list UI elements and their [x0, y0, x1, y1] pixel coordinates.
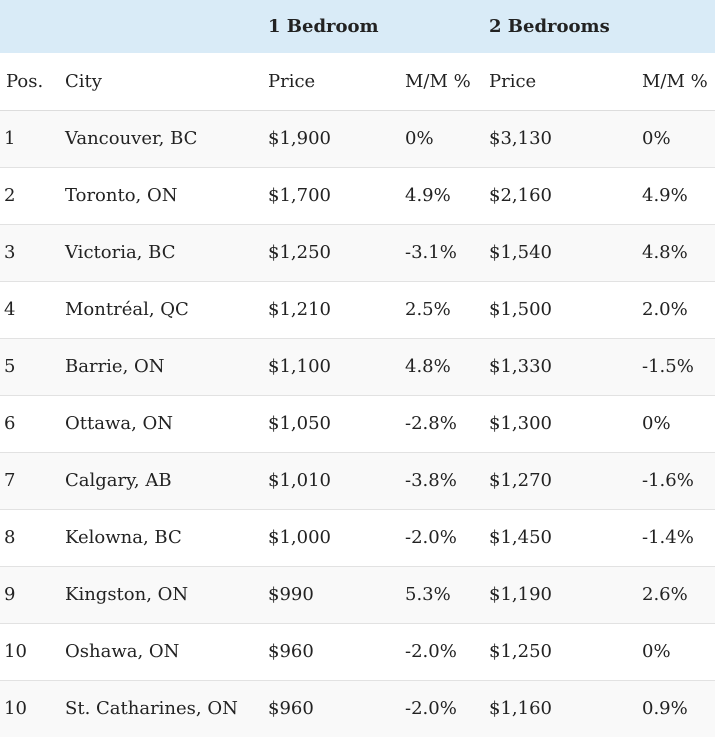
column-header-row: Pos. City Price M/M % Price M/M % [0, 53, 715, 110]
table-header: 1 Bedroom 2 Bedrooms Pos. City Price M/M… [0, 0, 715, 110]
table-row: 5 Barrie, ON $1,100 4.8% $1,330 -1.5% [0, 338, 715, 395]
column-header-pos: Pos. [6, 70, 44, 92]
cell-price-1br: $960 [268, 698, 314, 720]
cell-pos: 4 [4, 299, 16, 320]
cell-mm-2br: 4.8% [642, 242, 688, 263]
cell-city: St. Catharines, ON [65, 698, 238, 720]
cell-mm-1br: -2.0% [405, 641, 457, 662]
cell-mm-2br: 2.6% [642, 584, 688, 605]
cell-mm-1br: -2.0% [405, 698, 457, 720]
cell-mm-1br: -3.1% [405, 242, 457, 263]
column-header-price-1br: Price [268, 70, 316, 92]
cell-price-2br: $2,160 [489, 185, 552, 206]
group-header-blank [59, 0, 262, 53]
cell-pos: 3 [4, 242, 16, 263]
table-row: 10 Oshawa, ON $960 -2.0% $1,250 0% [0, 623, 715, 680]
column-header-city: City [65, 70, 102, 92]
cell-price-2br: $3,130 [489, 128, 552, 149]
group-header-row: 1 Bedroom 2 Bedrooms [0, 0, 715, 53]
cell-pos: 6 [4, 413, 16, 434]
cell-pos: 1 [4, 128, 16, 149]
cell-price-1br: $960 [268, 641, 314, 662]
cell-mm-2br: 0% [642, 641, 671, 662]
cell-city: Ottawa, ON [65, 413, 174, 434]
cell-city: Vancouver, BC [65, 128, 198, 149]
cell-city: Kingston, ON [65, 584, 189, 605]
cell-price-2br: $1,270 [489, 470, 552, 491]
cell-price-2br: $1,500 [489, 299, 552, 320]
cell-mm-1br: 0% [405, 128, 434, 149]
table-row: 8 Kelowna, BC $1,000 -2.0% $1,450 -1.4% [0, 509, 715, 566]
cell-pos: 7 [4, 470, 16, 491]
cell-price-2br: $1,540 [489, 242, 552, 263]
cell-pos: 8 [4, 527, 16, 548]
table-row: 7 Calgary, AB $1,010 -3.8% $1,270 -1.6% [0, 452, 715, 509]
cell-pos: 9 [4, 584, 16, 605]
cell-city: Oshawa, ON [65, 641, 180, 662]
cell-mm-1br: 4.9% [405, 185, 451, 206]
cell-mm-2br: 4.9% [642, 185, 688, 206]
cell-mm-2br: -1.5% [642, 356, 694, 377]
cell-price-1br: $1,000 [268, 527, 331, 548]
table-row: 4 Montréal, QC $1,210 2.5% $1,500 2.0% [0, 281, 715, 338]
column-header-price-2br: Price [489, 70, 537, 92]
cell-price-1br: $1,250 [268, 242, 331, 263]
cell-price-2br: $1,190 [489, 584, 552, 605]
cell-pos: 5 [4, 356, 16, 377]
column-header-mm-2br: M/M % [642, 70, 708, 92]
cell-price-1br: $1,900 [268, 128, 331, 149]
table-row: 2 Toronto, ON $1,700 4.9% $2,160 4.9% [0, 167, 715, 224]
cell-price-1br: $1,010 [268, 470, 331, 491]
cell-pos: 10 [4, 641, 27, 662]
cell-mm-1br: 5.3% [405, 584, 451, 605]
cell-city: Montréal, QC [65, 299, 189, 320]
cell-mm-1br: -3.8% [405, 470, 457, 491]
cell-price-1br: $1,050 [268, 413, 331, 434]
cell-mm-1br: -2.8% [405, 413, 457, 434]
cell-mm-2br: -1.6% [642, 470, 694, 491]
cell-mm-1br: 2.5% [405, 299, 451, 320]
cell-price-1br: $1,100 [268, 356, 331, 377]
cell-mm-2br: -1.4% [642, 527, 694, 548]
cell-mm-2br: 0% [642, 128, 671, 149]
cell-mm-1br: -2.0% [405, 527, 457, 548]
cell-city: Barrie, ON [65, 356, 165, 377]
cell-mm-2br: 2.0% [642, 299, 688, 320]
cell-price-2br: $1,160 [489, 698, 552, 720]
cell-city: Kelowna, BC [65, 527, 182, 548]
table-row: 6 Ottawa, ON $1,050 -2.8% $1,300 0% [0, 395, 715, 452]
table-row: 3 Victoria, BC $1,250 -3.1% $1,540 4.8% [0, 224, 715, 281]
cell-price-1br: $1,700 [268, 185, 331, 206]
cell-mm-1br: 4.8% [405, 356, 451, 377]
cell-city: Calgary, AB [65, 470, 172, 491]
group-header-two-bedrooms: 2 Bedrooms [489, 16, 610, 37]
cell-price-1br: $990 [268, 584, 314, 605]
column-header-mm-1br: M/M % [405, 70, 471, 92]
group-header-one-bedroom: 1 Bedroom [268, 16, 379, 37]
table-row: 1 Vancouver, BC $1,900 0% $3,130 0% [0, 110, 715, 167]
cell-pos: 10 [4, 698, 27, 720]
cell-pos: 2 [4, 185, 16, 206]
cell-price-2br: $1,330 [489, 356, 552, 377]
cell-price-1br: $1,210 [268, 299, 331, 320]
group-header-blank [0, 0, 59, 53]
table-row: 10 St. Catharines, ON $960 -2.0% $1,160 0.9% [0, 680, 715, 737]
cell-mm-2br: 0.9% [642, 698, 688, 720]
table-row: 9 Kingston, ON $990 5.3% $1,190 2.6% [0, 566, 715, 623]
cell-mm-2br: 0% [642, 413, 671, 434]
cell-price-2br: $1,300 [489, 413, 552, 434]
table-body: 1 Vancouver, BC $1,900 0% $3,130 0% 2 Toronto, … [0, 110, 715, 737]
cell-price-2br: $1,450 [489, 527, 552, 548]
cell-price-2br: $1,250 [489, 641, 552, 662]
cell-city: Victoria, BC [65, 242, 176, 263]
cell-city: Toronto, ON [65, 185, 178, 206]
